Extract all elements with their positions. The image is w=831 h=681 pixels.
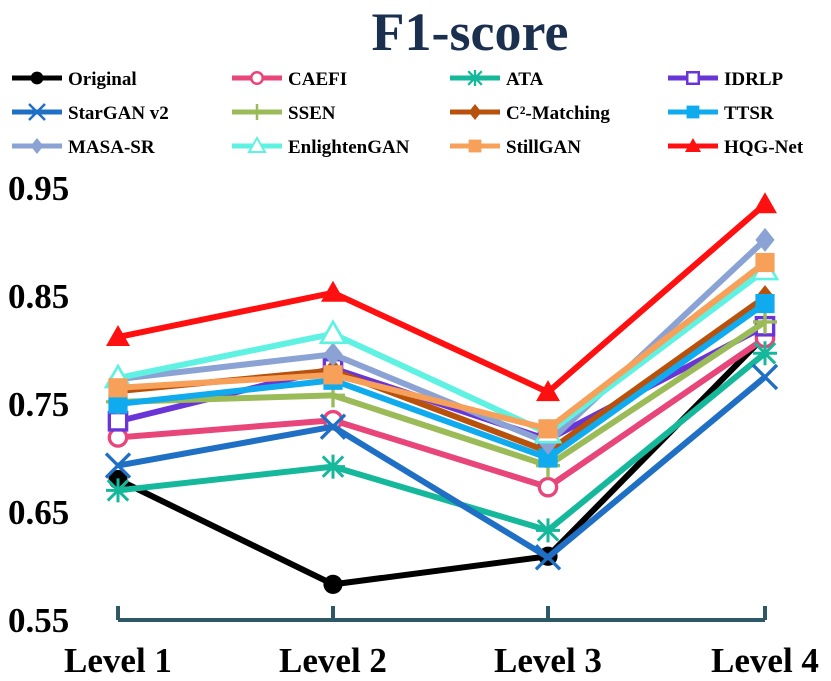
legend-label: TTSR [724,103,774,124]
legend-item-masa-sr: MASA-SR [12,137,155,158]
x-axis: Level 1 Level 2 Level 3 Level 4 [64,606,819,680]
series-ata [106,341,777,543]
series-ttsr [108,293,775,468]
series-line [117,319,767,469]
legend-marker [685,70,701,86]
y-tick-label: 0.65 [8,493,69,532]
legend-item-stargan-v2: StarGAN v2 [12,103,169,124]
y-tick-label: 0.95 [8,169,69,208]
data-point [755,293,775,314]
legend-item-original: Original [12,69,137,90]
series-line [116,333,768,588]
data-point [106,478,130,503]
legend-marker [30,71,44,85]
series-stillgan [108,252,775,439]
series-line [117,350,767,534]
data-point [104,452,132,479]
y-axis: 0.95 0.85 0.75 0.65 0.55 [8,169,69,640]
data-point [537,476,559,498]
legend-marker [468,104,482,120]
x-tick-label: Level 2 [279,641,387,680]
legend-item-caefi: CAEFI [232,69,347,90]
legend-label: StillGAN [506,137,581,158]
data-point [753,341,777,366]
series-line [117,237,768,446]
legend-marker [249,104,265,120]
data-point [753,309,777,334]
series-layer [103,192,780,594]
legend-label: SSEN [288,103,336,124]
legend-item-enlightengan: EnlightenGAN [232,135,410,158]
data-point [536,518,560,543]
data-point [318,319,348,345]
legend-label: MASA-SR [68,137,155,158]
series-line [117,335,767,491]
data-point [538,448,558,468]
y-tick-label: 0.55 [8,601,69,640]
series-hqg-net [106,192,777,402]
legend-label: EnlightenGAN [288,137,410,158]
legend-label: StarGAN v2 [68,103,169,124]
legend-marker [247,135,267,153]
data-point [107,410,129,432]
legend-label: HQG-Net [724,137,804,158]
data-point [108,378,128,398]
legend-marker [30,138,44,154]
x-tick-label: Level 3 [494,641,602,680]
legend-item-hqg-net: HQG-Net [668,137,804,158]
legend-label: CAEFI [288,69,347,90]
series-line [117,374,767,561]
legend-marker [467,70,483,86]
legend-item-ssen: SSEN [232,103,336,124]
y-tick-label: 0.75 [8,385,69,424]
x-tick-label: Level 1 [64,641,172,680]
series-line [117,301,767,461]
data-point [538,419,558,439]
legend-item-ata: ATA [450,69,544,90]
data-point [755,252,775,273]
data-point [321,280,345,302]
data-point [755,227,775,252]
legend-label: IDRLP [724,69,784,90]
data-point [753,192,777,214]
legend-item-c-matching: C²-Matching [450,103,610,124]
data-point [534,544,562,571]
series-caefi [107,327,776,498]
legend-marker [468,139,482,153]
data-point [536,380,560,402]
series-line [117,201,767,396]
chart-title: F1-score [372,2,569,62]
legend-marker [249,70,265,86]
legend-label: ATA [506,69,544,90]
data-point [323,365,343,385]
legend-label: C²-Matching [506,103,610,124]
legend-marker [685,138,701,152]
series-line [117,267,767,437]
data-point [319,413,347,440]
data-point [321,454,345,479]
legend: Original CAEFI ATA IDRLP StarGAN v2 SSEN C²-Ma… [12,69,804,158]
data-point [108,394,128,414]
legend-label: Original [68,69,137,90]
series-line [117,260,767,432]
legend-marker [28,103,46,121]
data-point [323,574,343,594]
legend-item-ttsr: TTSR [668,103,774,124]
series-stargan-v2 [104,363,779,571]
x-tick-label: Level 4 [711,641,819,680]
legend-item-stillgan: StillGAN [450,137,581,158]
data-point [323,342,343,367]
data-point [106,325,130,347]
data-point [751,363,779,391]
legend-item-idrlp: IDRLP [668,69,784,90]
legend-marker [686,105,700,119]
y-tick-label: 0.85 [8,277,69,316]
